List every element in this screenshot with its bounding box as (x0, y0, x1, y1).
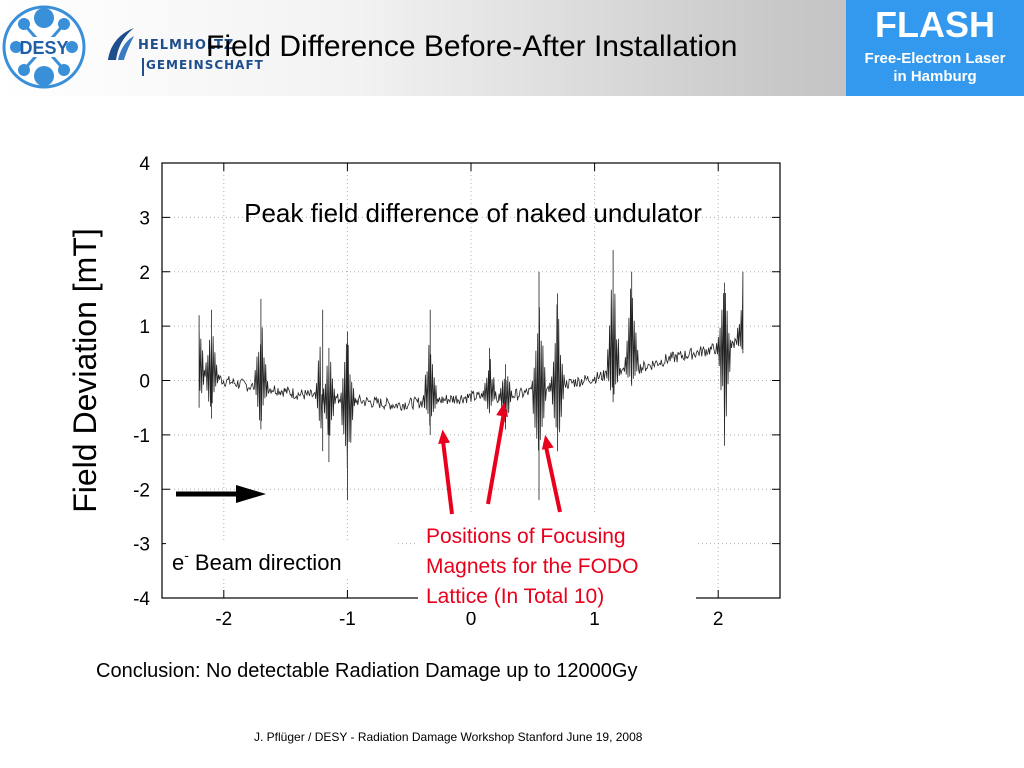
y-tick-label: -2 (133, 480, 150, 501)
desy-logo-text: DESY (19, 38, 68, 58)
x-tick-label: 0 (466, 609, 477, 630)
focusing-magnet-arrow (486, 409, 507, 505)
slide-header: DESY HELMHOLTZ GEMEINSCHAFT Field Differ… (0, 0, 1024, 96)
y-tick-label: -1 (133, 426, 150, 447)
y-tick-label: 1 (139, 317, 150, 338)
focusing-magnet-arrow (543, 442, 562, 513)
annotation-line: Positions of Focusing (426, 525, 626, 548)
helmholtz-wave-icon (108, 28, 134, 60)
y-tick-label: 4 (139, 154, 150, 175)
desy-logo: DESY (2, 5, 86, 89)
flash-subtitle-line1: Free-Electron Laser (864, 50, 1006, 67)
arrow-head-icon (496, 402, 509, 418)
flash-logo: FLASH Free-Electron Laser in Hamburg (846, 0, 1024, 96)
y-tick-label: -3 (133, 535, 150, 556)
focusing-magnet-arrow (440, 437, 454, 515)
helmholtz-line1: HELMHOLTZ (138, 38, 235, 53)
y-tick-label: -4 (133, 589, 150, 610)
annotation-line: Lattice (In Total 10) (426, 585, 604, 608)
flash-subtitle-line2: in Hamburg (893, 68, 977, 85)
annotation-background (418, 512, 696, 612)
arrow-head-icon (541, 434, 554, 450)
chart-title: Peak field difference of naked undulator (244, 198, 702, 228)
y-tick-label: 2 (139, 263, 150, 284)
flash-title: FLASH (875, 4, 995, 45)
beam-label-background (166, 540, 396, 576)
beam-arrow-head-icon (236, 485, 266, 503)
y-tick-label: 3 (139, 208, 150, 229)
helmholtz-line2: GEMEINSCHAFT (146, 58, 264, 72)
arrow-head-icon (438, 429, 451, 445)
annotation-line: Magnets for the FODO (426, 555, 638, 578)
helmholtz-divider (142, 58, 144, 76)
x-tick-label: 1 (589, 609, 600, 630)
helmholtz-logo: HELMHOLTZ GEMEINSCHAFT (104, 22, 274, 82)
x-tick-label: -2 (215, 609, 232, 630)
series-line-field-difference (198, 250, 744, 501)
y-tick-label: 0 (139, 372, 150, 393)
slide-title: Field Difference Before-After Installati… (206, 30, 738, 63)
x-tick-label: 2 (713, 609, 724, 630)
x-tick-label: -1 (339, 609, 356, 630)
footer-credit: J. Pflüger / DESY - Radiation Damage Wor… (254, 730, 643, 744)
conclusion-text: Conclusion: No detectable Radiation Dama… (96, 660, 638, 682)
y-axis-label: Field Deviation [mT] (67, 228, 103, 513)
beam-direction-label: e- Beam direction (172, 547, 342, 575)
